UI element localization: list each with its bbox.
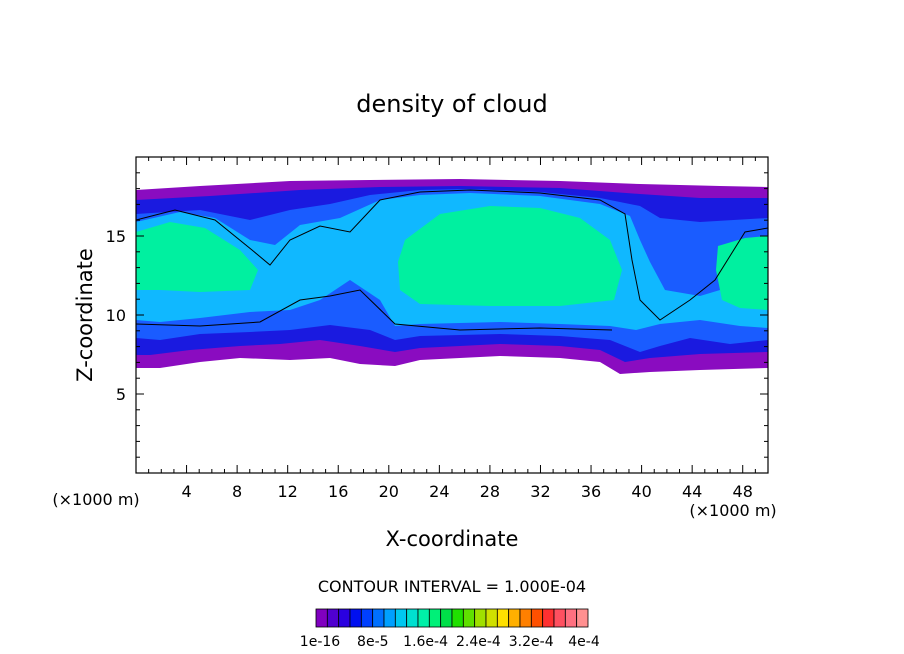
colorbar-swatch [576, 608, 589, 628]
colorbar-swatch [474, 608, 487, 628]
cloud-region-core-left [136, 222, 258, 292]
colorbar-swatch [508, 608, 521, 628]
colorbar-label: 3.2e-4 [509, 634, 554, 650]
x-axis-label: X-coordinate [386, 527, 519, 551]
colorbar-swatch [372, 608, 385, 628]
x-tick-label: 44 [682, 482, 702, 501]
x-tick-label: 48 [733, 482, 753, 501]
contour-interval-label: CONTOUR INTERVAL = 1.000E-04 [318, 577, 586, 596]
x-tick-label: 36 [581, 482, 601, 501]
colorbar-swatch [360, 608, 374, 628]
x-tick-label: 40 [631, 482, 651, 501]
x-unit-label-right: (×1000 m) [689, 501, 776, 520]
colorbar-swatch [428, 608, 442, 628]
colorbar-label: 1e-16 [300, 634, 340, 650]
colorbar-swatch [417, 608, 430, 628]
colorbar-swatch [553, 608, 566, 628]
x-unit-label-left: (×1000 m) [52, 490, 139, 509]
colorbar-swatch [519, 608, 532, 628]
colorbar-swatch [564, 608, 578, 628]
colorbar-swatch [349, 608, 362, 628]
colorbar-label: 8e-5 [357, 634, 388, 650]
colorbar-swatch [451, 608, 464, 628]
colorbar-swatch [530, 608, 544, 628]
x-tick-label: 12 [278, 482, 298, 501]
colorbar-swatch [440, 608, 453, 628]
colorbar-label: 2.4e-4 [456, 634, 501, 650]
colorbar-swatch [315, 608, 328, 628]
x-tick-label: 28 [480, 482, 500, 501]
chart-title: density of cloud [356, 90, 547, 118]
colorbar-swatch [462, 608, 476, 628]
x-tick-labels: 4 8 12 16 20 24 28 32 36 40 44 48 [181, 482, 752, 501]
colorbar-labels: 1e-16 8e-5 1.6e-4 2.4e-4 3.2e-4 4e-4 [300, 634, 600, 650]
x-tick-label: 4 [181, 482, 191, 501]
x-tick-label: 16 [328, 482, 348, 501]
y-axis-label: Z-coordinate [73, 248, 97, 382]
colorbar [315, 608, 589, 628]
y-tick-label: 5 [116, 385, 126, 404]
x-tick-label: 8 [232, 482, 242, 501]
cloud-region-core-right [716, 236, 768, 310]
axis-ticks [136, 157, 768, 473]
colorbar-label: 1.6e-4 [403, 634, 448, 650]
colorbar-swatch [406, 608, 419, 628]
colorbar-swatch [496, 608, 510, 628]
colorbar-label: 4e-4 [568, 634, 600, 650]
x-tick-label: 32 [530, 482, 550, 501]
y-tick-labels: 5 10 15 [106, 227, 126, 404]
contour-line [136, 189, 768, 331]
colorbar-swatch [326, 608, 340, 628]
cloud-region-core-mid [398, 206, 622, 306]
colorbar-swatch [485, 608, 498, 628]
colorbar-swatch [394, 608, 408, 628]
colorbar-swatch [338, 608, 351, 628]
heatmap-field [136, 179, 768, 374]
x-tick-label: 20 [379, 482, 399, 501]
x-tick-label: 24 [429, 482, 449, 501]
colorbar-swatch [383, 608, 396, 628]
y-tick-label: 10 [106, 306, 126, 325]
colorbar-swatch [542, 608, 555, 628]
y-tick-label: 15 [106, 227, 126, 246]
